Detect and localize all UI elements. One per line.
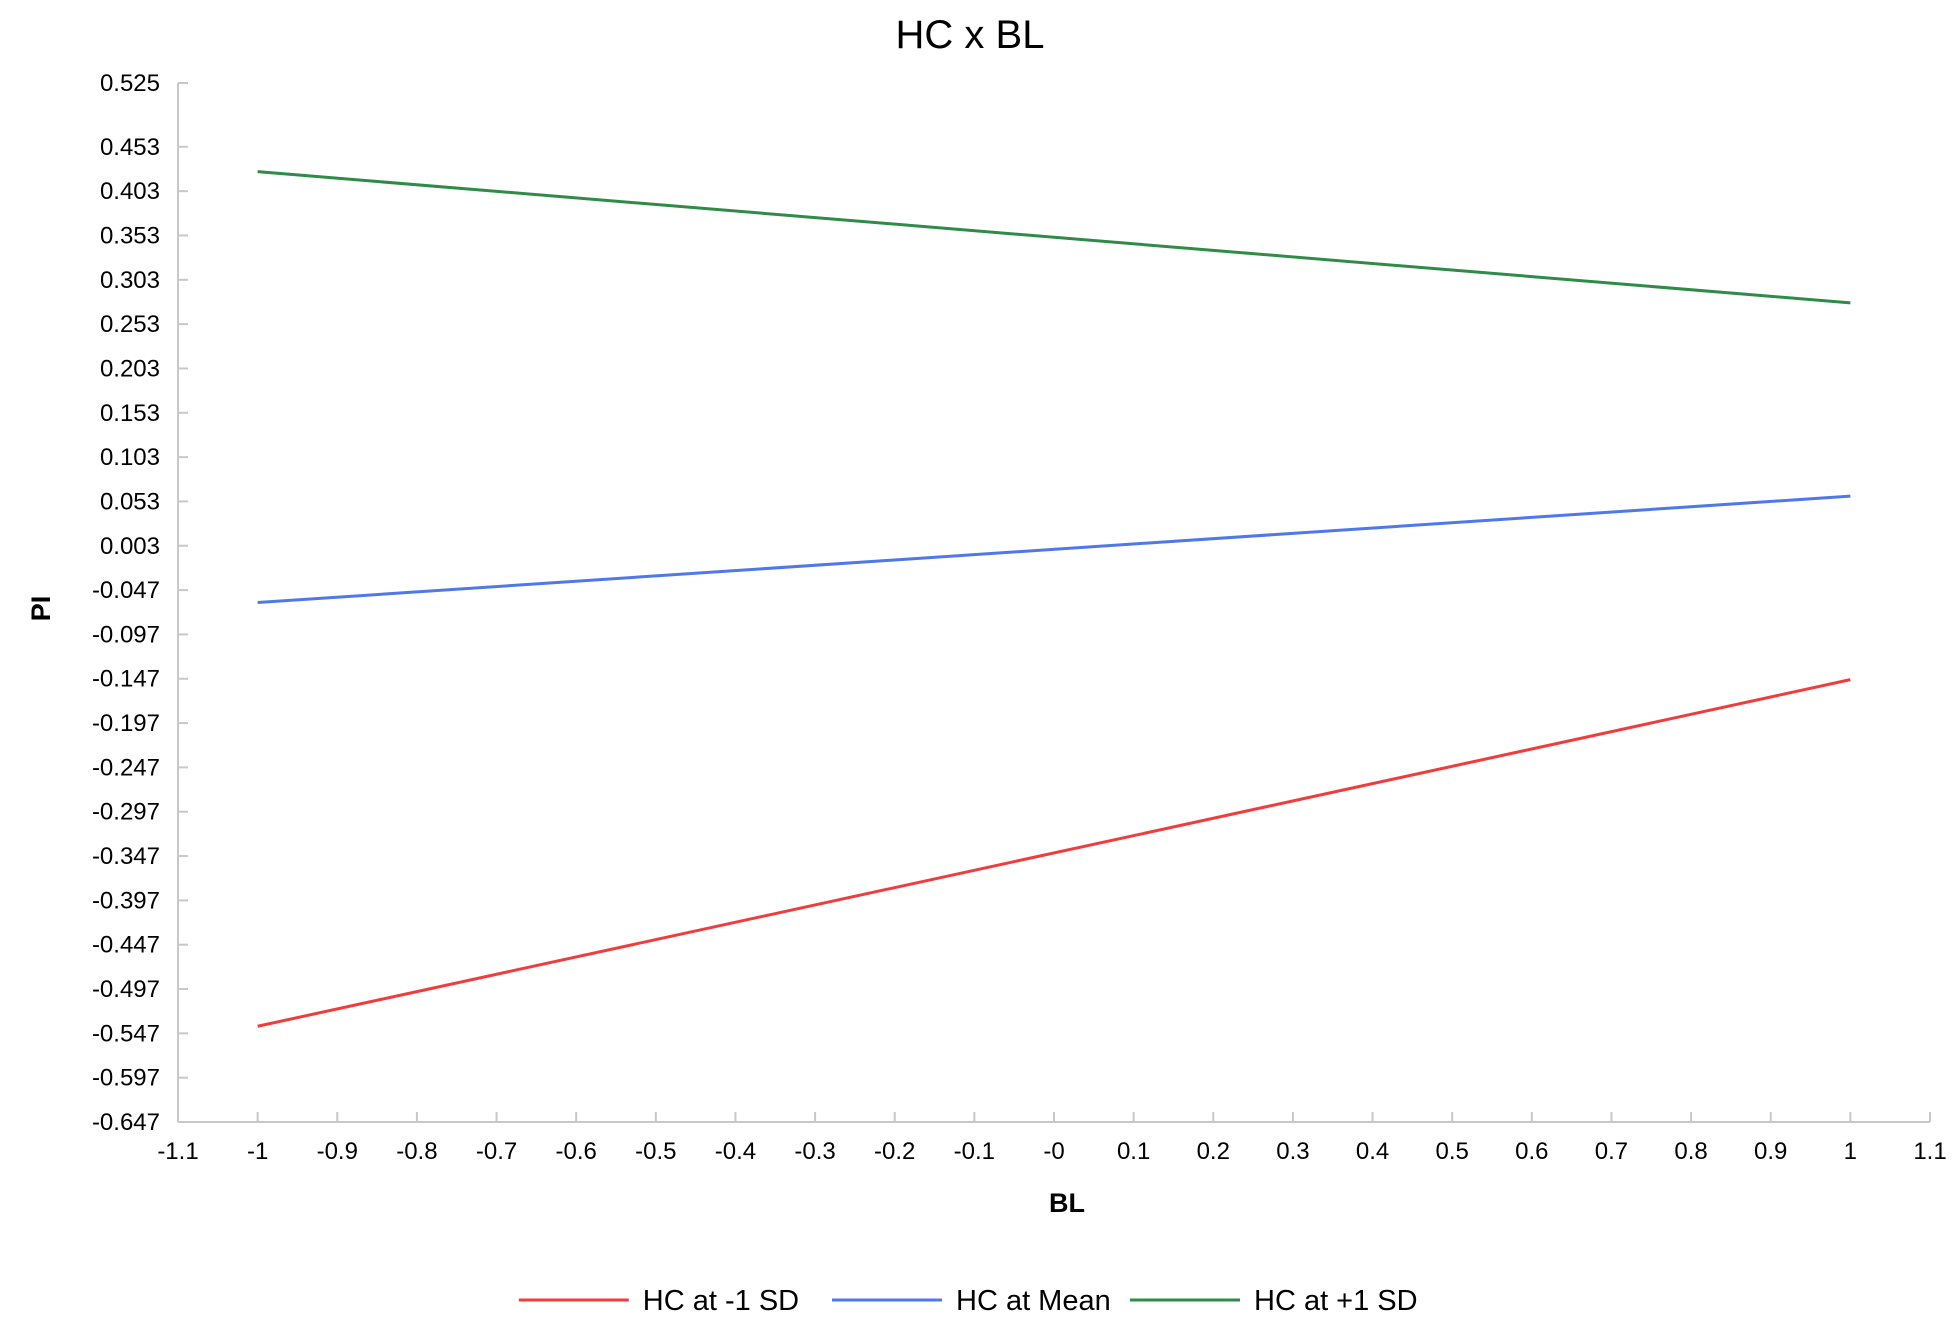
- y-tick-label: 0.353: [100, 222, 160, 249]
- y-tick-label: -0.447: [92, 932, 160, 959]
- series-line-2: [257, 494, 1851, 604]
- y-tick-label: -0.147: [92, 666, 160, 693]
- y-tick-label: -0.497: [92, 976, 160, 1003]
- chart-title: HC x BL: [896, 13, 1045, 57]
- series-lines: [257, 170, 1851, 1028]
- y-tick-label: 0.303: [100, 267, 160, 294]
- y-tick-label: 0.003: [100, 533, 160, 560]
- x-tick-label: -0.3: [794, 1138, 835, 1165]
- y-tick-label: -0.297: [92, 799, 160, 826]
- legend-label: HC at -1 SD: [643, 1285, 799, 1317]
- y-tick-label: 0.153: [100, 400, 160, 427]
- x-tick-label: 1: [1844, 1138, 1857, 1165]
- x-tick-label: -0.2: [874, 1138, 915, 1165]
- y-tick-label: -0.647: [92, 1109, 160, 1136]
- legend-label: HC at Mean: [956, 1285, 1111, 1317]
- y-tick-label: -0.247: [92, 754, 160, 781]
- x-tick-label: 0.1: [1117, 1138, 1150, 1165]
- x-tick-label: -0.6: [556, 1138, 597, 1165]
- x-tick-label: 0.7: [1595, 1138, 1628, 1165]
- x-tick-label: 1.1: [1913, 1138, 1946, 1165]
- x-tick-label: -0.4: [715, 1138, 756, 1165]
- x-tick-label: -1.1: [157, 1138, 198, 1165]
- x-tick-label: 0.9: [1754, 1138, 1787, 1165]
- x-tick-label: -0.1: [954, 1138, 995, 1165]
- series-line-3: [257, 170, 1851, 305]
- y-tick-label: -0.547: [92, 1020, 160, 1047]
- y-axis-title: PI: [26, 596, 56, 622]
- x-tick-label: -1: [247, 1138, 268, 1165]
- y-tick-label: -0.197: [92, 710, 160, 737]
- y-axis: 0.525 0.453 0.403 0.353 0.303 0.253 0.203 0.153…: [92, 70, 188, 1136]
- y-tick-label: -0.047: [92, 577, 160, 604]
- x-tick-label: 0.6: [1515, 1138, 1548, 1165]
- x-tick-label: 0.2: [1197, 1138, 1230, 1165]
- x-tick-label: -0.5: [635, 1138, 676, 1165]
- y-tick-label: -0.097: [92, 621, 160, 648]
- x-tick-label: 0.8: [1674, 1138, 1707, 1165]
- x-tick-label: 0.5: [1435, 1138, 1468, 1165]
- y-tick-label: -0.397: [92, 887, 160, 914]
- y-tick-label: 0.453: [100, 134, 160, 161]
- x-tick-label: -0.8: [396, 1138, 437, 1165]
- x-axis-title: BL: [1049, 1188, 1085, 1218]
- y-tick-label: 0.203: [100, 355, 160, 382]
- y-tick-label: 0.253: [100, 311, 160, 338]
- x-tick-label: 0.4: [1356, 1138, 1389, 1165]
- y-tick-label: -0.347: [92, 843, 160, 870]
- x-tick-label: 0.3: [1276, 1138, 1309, 1165]
- y-tick-label: 0.525: [100, 70, 160, 97]
- legend: HC at -1 SD HC at Mean HC at +1 SD: [518, 1285, 1418, 1317]
- x-axis: -1.1 -1 -0.9 -0.8 -0.7 -0.6 -0.5 -0.4 -0.3 -0.2 -0…: [157, 1112, 1947, 1165]
- y-tick-label: 0.103: [100, 444, 160, 471]
- x-tick-label: -0.7: [476, 1138, 517, 1165]
- y-tick-label: 0.053: [100, 488, 160, 515]
- x-tick-label: -0.9: [317, 1138, 358, 1165]
- x-tick-label: -0: [1043, 1138, 1064, 1165]
- y-tick-label: -0.597: [92, 1065, 160, 1092]
- series-line-1: [257, 678, 1851, 1028]
- legend-label: HC at +1 SD: [1254, 1285, 1418, 1317]
- y-tick-label: 0.403: [100, 178, 160, 205]
